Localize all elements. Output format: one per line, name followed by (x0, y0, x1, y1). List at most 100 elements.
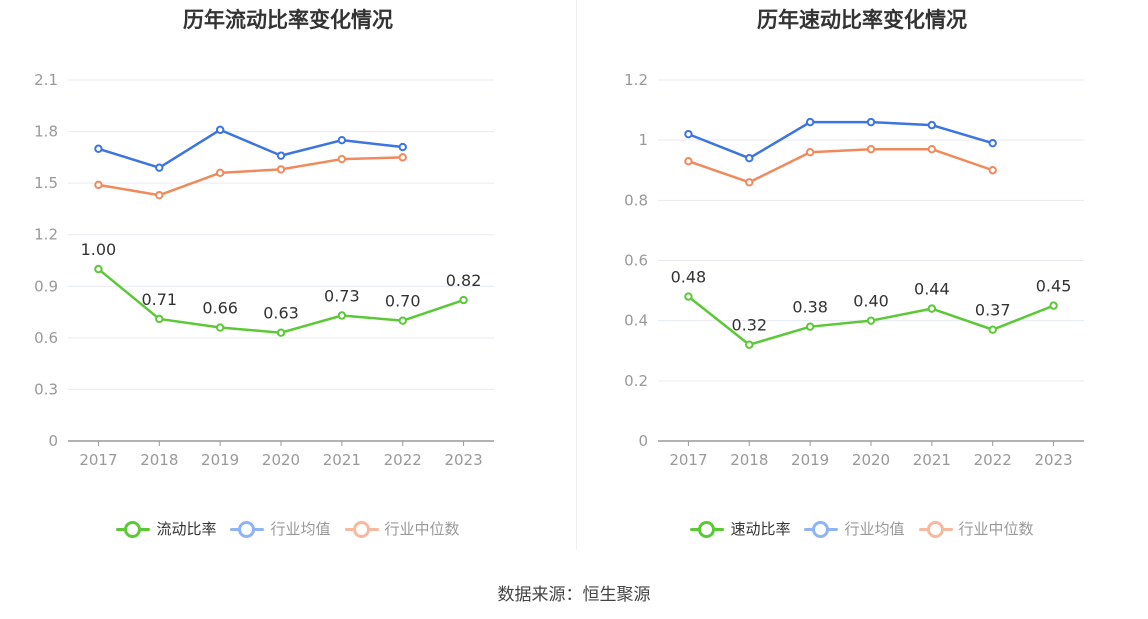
y-tick-label: 0.6 (34, 329, 58, 347)
y-tick-label: 0 (48, 432, 58, 450)
data-label: 0.71 (141, 290, 177, 309)
legend-avg-marker-icon (230, 520, 265, 538)
data-point-median (337, 154, 347, 164)
series-line-median (688, 147, 994, 184)
data-point-avg (988, 138, 997, 148)
legend-label: 行业中位数 (384, 520, 460, 538)
data-label: 0.40 (853, 292, 889, 311)
series-line-avg (98, 128, 403, 169)
series-line-avg (687, 120, 994, 160)
x-tick-label: 2022 (974, 451, 1012, 469)
y-tick-label: 0.4 (624, 312, 648, 330)
data-label: 0.63 (263, 304, 299, 323)
data-point-company (398, 316, 407, 325)
y-tick-label: 1.2 (624, 71, 648, 89)
legend-company-marker-icon (116, 520, 151, 538)
data-point-avg (805, 117, 815, 127)
legend-label: 行业均值 (844, 520, 905, 538)
legend-item-avg[interactable]: 行业均值 (804, 518, 905, 539)
x-tick-label: 2018 (140, 451, 178, 469)
data-point-company (1049, 301, 1058, 310)
panel-divider (576, 0, 577, 550)
legend-label: 行业均值 (270, 520, 331, 538)
data-label: 0.32 (731, 316, 767, 335)
data-point-median (398, 153, 407, 162)
data-point-company (927, 304, 937, 313)
legend-avg-marker-icon (804, 520, 839, 538)
data-point-median (684, 157, 693, 166)
x-tick-label: 2023 (1034, 451, 1072, 469)
y-tick-label: 0.2 (624, 372, 648, 390)
data-point-company (337, 311, 347, 320)
current-ratio-panel: 历年流动比率变化情况 0 0.3 0.6 0.9 1.2 1.5 1.8 2.1 2017 201… (0, 0, 576, 560)
y-tick-label: 0.3 (34, 380, 58, 398)
current-ratio-chart: 0 0.3 0.6 0.9 1.2 1.5 1.8 2.1 2017 2018 2019 2020 20… (34, 71, 494, 469)
data-point-company (745, 340, 754, 349)
data-point-avg (155, 163, 164, 172)
data-point-company (988, 325, 997, 334)
legend-item-company[interactable]: 流动比率 (116, 518, 216, 539)
data-label: 0.73 (324, 287, 360, 306)
y-tick-label: 0 (638, 432, 648, 450)
data-label: 0.66 (202, 299, 238, 318)
data-label: 0.70 (385, 292, 421, 311)
chart-title: 历年速动比率变化情况 (757, 8, 967, 32)
data-point-company (94, 264, 103, 274)
x-tick-label: 2019 (791, 451, 829, 469)
data-point-company (684, 292, 693, 301)
data-point-avg (745, 154, 754, 163)
y-tick-label: 0.8 (624, 191, 648, 209)
chart-title: 历年流动比率变化情况 (183, 8, 393, 32)
data-label: 0.48 (671, 268, 707, 287)
data-point-company (215, 323, 225, 332)
data-label: 0.44 (914, 280, 950, 299)
data-point-median (745, 178, 754, 187)
y-tick-label: 1.2 (34, 226, 58, 244)
y-tick-label: 0.9 (34, 277, 58, 295)
legend-label: 速动比率 (730, 520, 791, 538)
x-tick-label: 2017 (79, 451, 117, 469)
x-tick-label: 2023 (444, 451, 482, 469)
legend-item-company[interactable]: 速动比率 (690, 518, 790, 539)
x-tick-label: 2021 (323, 451, 361, 469)
data-point-median (155, 190, 164, 200)
data-label: 0.45 (1036, 277, 1072, 296)
data-point-median (94, 180, 103, 190)
data-label: 1.00 (81, 240, 117, 259)
data-point-avg (684, 129, 693, 139)
legend-item-median[interactable]: 行业中位数 (918, 518, 1034, 539)
y-tick-label: 2.1 (34, 71, 58, 89)
legend-item-avg[interactable]: 行业均值 (230, 518, 331, 539)
data-point-company (155, 314, 164, 324)
legend: 速动比率 行业均值 行业中位数 (576, 518, 1148, 539)
y-tick-label: 1.8 (34, 123, 58, 141)
data-label: 0.38 (792, 298, 828, 317)
data-point-avg (398, 142, 407, 152)
x-tick-label: 2022 (384, 451, 422, 469)
data-point-avg (215, 125, 225, 135)
legend-item-median[interactable]: 行业中位数 (344, 518, 460, 539)
data-label: 0.37 (975, 301, 1011, 320)
y-tick-label: 1.5 (34, 174, 58, 192)
data-point-median (805, 148, 815, 157)
legend-label: 行业中位数 (958, 520, 1034, 538)
legend: 流动比率 行业均值 行业中位数 (0, 518, 576, 539)
series-line-median (98, 156, 403, 197)
legend-label: 流动比率 (156, 520, 217, 538)
data-source-note: 数据来源：恒生聚源 (497, 585, 651, 605)
x-tick-label: 2020 (262, 451, 300, 469)
data-point-avg (94, 144, 103, 153)
x-tick-label: 2020 (852, 451, 890, 469)
data-label: 0.82 (446, 271, 482, 290)
data-point-avg (337, 135, 347, 145)
data-point-median (927, 144, 937, 154)
x-tick-label: 2019 (201, 451, 239, 469)
data-point-avg (276, 151, 286, 160)
quick-ratio-chart: 0 0.2 0.4 0.6 0.8 1 1.2 2017 2018 2019 2020 2021 202… (624, 71, 1084, 469)
data-point-median (276, 165, 286, 174)
data-point-median (988, 166, 997, 175)
legend-company-marker-icon (690, 520, 725, 538)
data-point-company (866, 316, 876, 325)
data-point-company (805, 322, 815, 331)
data-point-company (276, 328, 286, 337)
